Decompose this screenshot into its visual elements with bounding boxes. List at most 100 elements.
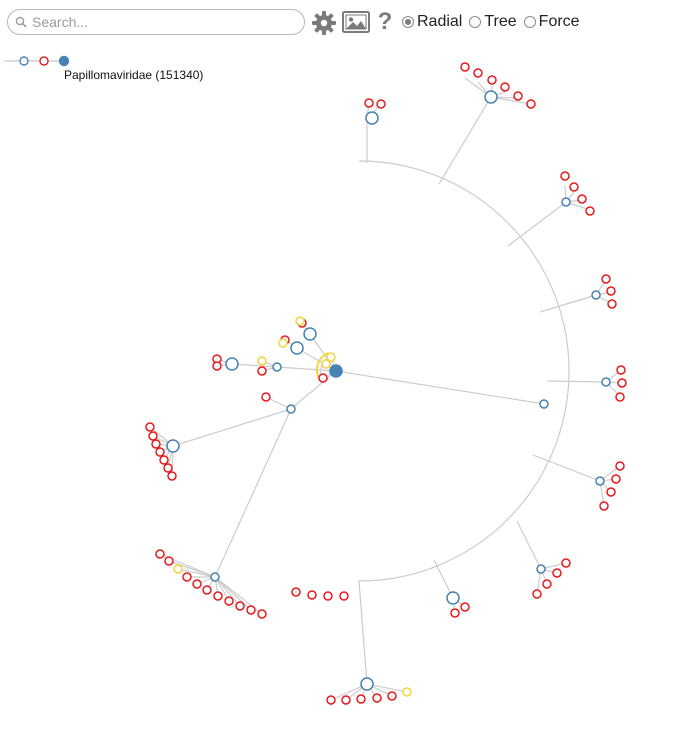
breadcrumb-current-node[interactable] <box>58 55 70 67</box>
leaf-node[interactable] <box>278 338 288 348</box>
leaf-node[interactable] <box>151 439 161 449</box>
leaf-node[interactable] <box>326 352 336 362</box>
leaf-node[interactable] <box>163 463 173 473</box>
internal-node[interactable] <box>539 399 549 409</box>
leaf-node[interactable] <box>473 68 483 78</box>
layout-option-tree[interactable]: Tree <box>469 13 517 31</box>
leaf-node[interactable] <box>159 455 169 465</box>
leaf-node[interactable] <box>323 591 333 601</box>
leaf-node[interactable] <box>601 274 611 284</box>
leaf-node[interactable] <box>542 579 552 589</box>
leaf-node[interactable] <box>246 605 256 615</box>
internal-node[interactable] <box>365 111 379 125</box>
leaf-node[interactable] <box>487 75 497 85</box>
leaf-node[interactable] <box>372 693 382 703</box>
leaf-node[interactable] <box>356 694 366 704</box>
leaf-node[interactable] <box>577 194 587 204</box>
leaf-node[interactable] <box>616 365 626 375</box>
search-field[interactable] <box>7 9 305 35</box>
leaf-node[interactable] <box>321 359 331 369</box>
leaf-node[interactable] <box>585 206 595 216</box>
leaf-node[interactable] <box>224 596 234 606</box>
leaf-node[interactable] <box>307 590 317 600</box>
breadcrumb-ancestor-node[interactable] <box>19 56 29 66</box>
gear-icon[interactable] <box>311 10 337 36</box>
leaf-node[interactable] <box>607 299 617 309</box>
leaf-node[interactable] <box>599 501 609 511</box>
tree-link <box>309 333 337 372</box>
breadcrumb-ancestor-node[interactable] <box>39 56 49 66</box>
root-node[interactable] <box>329 364 343 378</box>
leaf-node[interactable] <box>513 91 523 101</box>
layout-option-radial[interactable]: Radial <box>402 13 462 31</box>
leaf-node[interactable] <box>318 373 328 383</box>
leaf-node[interactable] <box>606 286 616 296</box>
internal-node[interactable] <box>290 341 304 355</box>
leaf-node[interactable] <box>569 182 579 192</box>
internal-node[interactable] <box>536 564 546 574</box>
leaf-node[interactable] <box>173 564 183 574</box>
leaf-node[interactable] <box>261 392 271 402</box>
leaf-node[interactable] <box>213 591 223 601</box>
leaf-node[interactable] <box>257 366 267 376</box>
internal-node[interactable] <box>595 476 605 486</box>
leaf-node[interactable] <box>148 431 158 441</box>
leaf-node[interactable] <box>450 608 460 618</box>
leaf-node[interactable] <box>295 316 305 326</box>
internal-node[interactable] <box>225 357 239 371</box>
internal-node[interactable] <box>561 197 571 207</box>
leaf-node[interactable] <box>326 695 336 705</box>
leaf-node[interactable] <box>606 487 616 497</box>
leaf-node[interactable] <box>291 587 301 597</box>
radio-button-tree[interactable] <box>469 16 482 28</box>
radio-button-radial[interactable] <box>402 16 414 28</box>
internal-node[interactable] <box>303 327 317 341</box>
leaf-node[interactable] <box>402 687 412 697</box>
leaf-node[interactable] <box>202 585 212 595</box>
leaf-node[interactable] <box>560 171 570 181</box>
internal-node[interactable] <box>446 591 460 605</box>
leaf-node[interactable] <box>182 572 192 582</box>
internal-node[interactable] <box>166 439 180 453</box>
leaf-node[interactable] <box>339 591 349 601</box>
tree-link <box>366 683 408 693</box>
tree-link <box>168 560 216 578</box>
search-input[interactable] <box>32 13 292 31</box>
leaf-node[interactable] <box>526 99 536 109</box>
leaf-node[interactable] <box>341 695 351 705</box>
leaf-node[interactable] <box>164 556 174 566</box>
internal-node[interactable] <box>360 677 374 691</box>
leaf-node[interactable] <box>387 691 397 701</box>
leaf-node[interactable] <box>561 558 571 568</box>
internal-node[interactable] <box>286 404 296 414</box>
leaf-node[interactable] <box>552 568 562 578</box>
leaf-node[interactable] <box>257 356 267 366</box>
leaf-node[interactable] <box>460 62 470 72</box>
leaf-node[interactable] <box>532 589 542 599</box>
layout-option-force[interactable]: Force <box>523 13 580 31</box>
leaf-node[interactable] <box>615 392 625 402</box>
leaf-node[interactable] <box>167 471 177 481</box>
leaf-node[interactable] <box>611 474 621 484</box>
leaf-node[interactable] <box>364 98 374 108</box>
help-icon[interactable]: ? <box>377 8 393 35</box>
leaf-node[interactable] <box>235 601 245 611</box>
internal-node[interactable] <box>272 362 282 372</box>
leaf-node[interactable] <box>212 361 222 371</box>
internal-node[interactable] <box>591 290 601 300</box>
leaf-node[interactable] <box>460 602 470 612</box>
leaf-node[interactable] <box>257 609 267 619</box>
radio-button-force[interactable] <box>523 16 536 28</box>
leaf-node[interactable] <box>500 82 510 92</box>
leaf-node[interactable] <box>155 447 165 457</box>
internal-node[interactable] <box>601 377 611 387</box>
leaf-node[interactable] <box>192 579 202 589</box>
leaf-node[interactable] <box>617 378 627 388</box>
internal-node[interactable] <box>210 572 220 582</box>
leaf-node[interactable] <box>615 461 625 471</box>
image-icon[interactable] <box>342 11 370 33</box>
leaf-node[interactable] <box>155 549 165 559</box>
internal-node[interactable] <box>484 90 498 104</box>
leaf-node[interactable] <box>376 99 386 109</box>
leaf-node[interactable] <box>145 422 155 432</box>
